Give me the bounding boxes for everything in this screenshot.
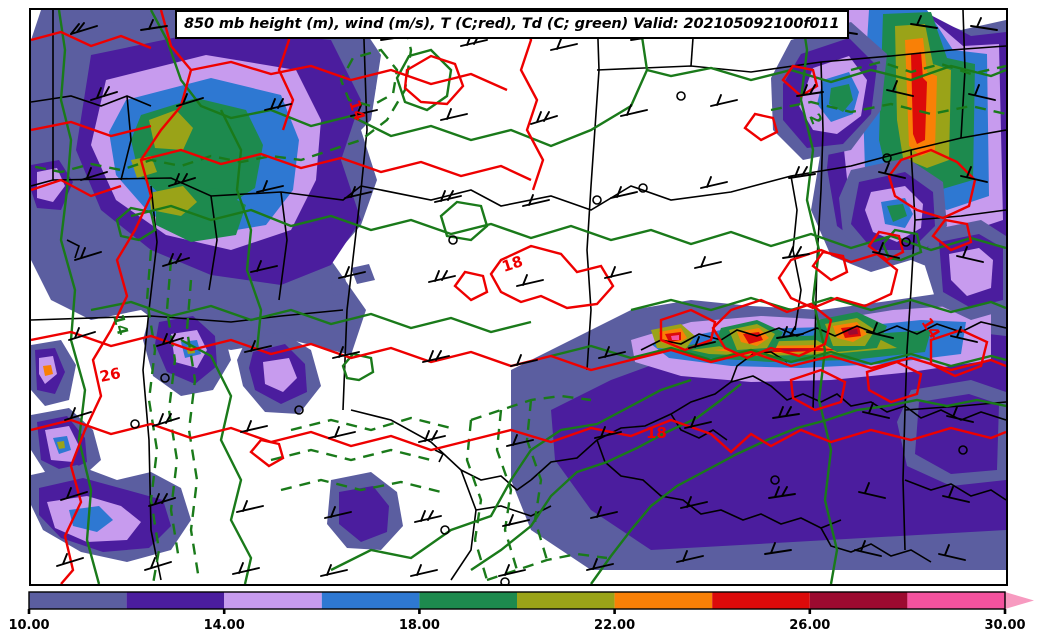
colorbar-segment — [517, 592, 615, 609]
shade-gulf-26-28 — [757, 349, 817, 351]
colorbar-segment — [907, 592, 1005, 609]
shade-coast-cell-13 — [671, 335, 679, 340]
contour-label-t-18b: 18 — [646, 424, 667, 442]
map-title-box: 850 mb height (m), wind (m/s), T (C;red)… — [175, 10, 849, 39]
shade-cell-west-6 — [43, 365, 53, 376]
colorbar-tick-label: 22.00 — [594, 618, 635, 633]
contour-label-t-18a: 18 — [500, 252, 525, 276]
political-boundaries — [31, 10, 1006, 581]
shade-cell-sw-9 — [69, 506, 113, 532]
colorbar-frame — [28, 591, 1006, 610]
map-panel: 18 18 26 14 14 14 2 — [29, 8, 1008, 586]
shade-ne-sec-13 — [949, 248, 993, 296]
contour-label-t-26: 26 — [98, 364, 122, 386]
colorbar-overflow-arrow — [1005, 592, 1034, 609]
colorbar-tick-label: 30.00 — [984, 618, 1025, 633]
shade-speck-mid-1 — [351, 264, 375, 284]
shade-speck-mid-2 — [331, 278, 349, 296]
colorbar-segment — [126, 592, 225, 609]
shade-coast-cell-9 — [847, 329, 858, 335]
colorbar-ticks — [27, 609, 1007, 614]
map-canvas: 18 18 26 14 14 14 2 — [31, 10, 1006, 584]
colorbar-canvas: 10.00 14.00 18.00 22.00 26.00 30.00 — [8, 591, 1034, 633]
colorbar-tick-label: 10.00 — [8, 618, 49, 633]
filled-contour-field — [31, 10, 1006, 570]
colorbar: 10.00 14.00 18.00 22.00 26.00 30.00 — [0, 588, 1037, 633]
shade-cell-west-2 — [37, 168, 65, 202]
shade-cell-sw-17 — [263, 358, 297, 392]
station-markers — [130, 91, 968, 584]
shade-ne-24-26 — [911, 52, 927, 144]
colorbar-tick-label: 14.00 — [204, 618, 245, 633]
contour-label-td-14: 14 — [109, 312, 132, 337]
page-title: 850 mb height (m), wind (m/s), T (C;red)… — [184, 16, 840, 32]
colorbar-segments — [29, 592, 1005, 609]
colorbar-segment — [321, 592, 420, 609]
dewpoint-contours — [57, 10, 1006, 584]
shade-cell-sw-19 — [339, 486, 389, 542]
shade-band-20-22 — [149, 110, 193, 150]
shade-speck-1 — [93, 10, 117, 24]
colorbar-tick-label: 26.00 — [789, 618, 830, 633]
colorbar-segment — [224, 592, 322, 609]
shade-cell-sw-5 — [57, 441, 65, 449]
colorbar-tick-label: 18.00 — [399, 618, 440, 633]
colorbar-segment — [809, 592, 908, 609]
contour-label-t-14a: 14 — [345, 98, 369, 123]
temperature-contours — [31, 10, 1006, 584]
colorbar-segment — [419, 592, 517, 609]
shade-ne-sec-10 — [887, 204, 907, 222]
colorbar-segment — [712, 592, 810, 609]
colorbar-tick-labels: 10.00 14.00 18.00 22.00 26.00 30.00 — [8, 618, 1025, 633]
shade-ne-sec-5 — [829, 84, 853, 112]
colorbar-segment — [614, 592, 713, 609]
colorbar-segment — [29, 592, 127, 609]
